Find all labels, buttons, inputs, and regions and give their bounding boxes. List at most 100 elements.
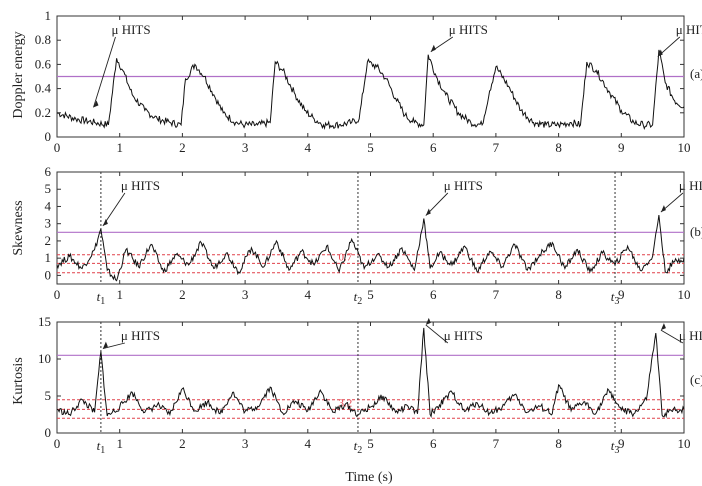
x-tick-label: 7 bbox=[493, 140, 500, 155]
x-tick-label: 8 bbox=[555, 436, 562, 451]
annotation-arrow bbox=[102, 342, 126, 350]
y-tick-label: 5 bbox=[45, 181, 52, 196]
panel-label-b: (b) bbox=[690, 224, 702, 239]
y-tick-label: 10 bbox=[38, 351, 51, 366]
x-tick-label: 7 bbox=[493, 436, 500, 451]
y-tick-label: 0.2 bbox=[35, 105, 51, 120]
x-tick-label: 5 bbox=[367, 436, 374, 451]
time-marker-subscript: 3 bbox=[614, 445, 619, 456]
time-marker-letter: t bbox=[354, 289, 358, 304]
time-marker-label: t1 bbox=[97, 289, 106, 307]
y-tick-label: 0.8 bbox=[35, 32, 51, 47]
y-tick-label: 0.6 bbox=[35, 56, 52, 71]
x-tick-label: 3 bbox=[242, 436, 249, 451]
annotation-label: μ HITS bbox=[121, 328, 160, 343]
x-tick-label: 6 bbox=[430, 436, 437, 451]
annotation-arrow bbox=[93, 36, 116, 108]
y-tick-label: 1 bbox=[45, 250, 52, 265]
annotation-arrow bbox=[425, 324, 449, 344]
y-tick-label: 0 bbox=[45, 129, 52, 144]
time-marker-subscript: 2 bbox=[357, 296, 362, 307]
x-tick-label: 1 bbox=[116, 287, 123, 302]
x-tick-label: 8 bbox=[555, 287, 562, 302]
x-tick-label: 2 bbox=[179, 436, 186, 451]
annotation-label: μ HITS bbox=[449, 22, 488, 37]
time-marker-subscript: 1 bbox=[100, 296, 105, 307]
x-tick-label: 0 bbox=[54, 140, 61, 155]
annotation-arrowhead bbox=[425, 208, 431, 216]
y-tick-label: 2 bbox=[45, 233, 52, 248]
y-tick-label: 15 bbox=[38, 314, 51, 329]
dashed-level-label: 0.7 bbox=[339, 251, 353, 263]
y-axis-label-kurtosis: Kurtosis bbox=[11, 357, 26, 404]
annotation-arrowhead bbox=[430, 44, 436, 52]
annotation-label: μ HITS bbox=[679, 178, 702, 193]
time-marker-label: t1 bbox=[97, 438, 106, 456]
time-marker-subscript: 2 bbox=[357, 445, 362, 456]
x-tick-label: 9 bbox=[618, 436, 625, 451]
time-marker-letter: t bbox=[611, 289, 615, 304]
time-marker-letter: t bbox=[97, 438, 101, 453]
annotation-label: μ HITS bbox=[444, 328, 483, 343]
y-tick-label: 1 bbox=[45, 8, 52, 23]
series-line bbox=[56, 327, 685, 419]
y-tick-label: 4 bbox=[45, 198, 52, 213]
x-tick-label: 2 bbox=[179, 140, 186, 155]
y-tick-label: 5 bbox=[45, 388, 52, 403]
annotation-arrowhead bbox=[102, 341, 108, 349]
x-tick-label: 0 bbox=[54, 287, 61, 302]
annotation-arrowhead bbox=[102, 218, 108, 226]
x-tick-label: 3 bbox=[242, 287, 249, 302]
time-marker-label: t3 bbox=[611, 438, 620, 456]
x-tick-label: 3 bbox=[242, 140, 249, 155]
time-marker-letter: t bbox=[97, 289, 101, 304]
annotation-arrowhead bbox=[657, 49, 663, 57]
y-tick-label: 0.4 bbox=[35, 81, 52, 96]
y-tick-label: 3 bbox=[45, 216, 52, 231]
annotation-label: μ HITS bbox=[111, 22, 150, 37]
x-tick-label: 6 bbox=[430, 287, 437, 302]
y-axis-label-skewness: Skewness bbox=[11, 200, 26, 255]
x-tick-label: 5 bbox=[367, 140, 374, 155]
panel-doppler-energy: Doppler energy (a) 0 1 2 3 4 5 6 7 8 9 10 0 0.2 0.4 0.… bbox=[11, 8, 702, 155]
x-tick-label: 1 bbox=[116, 140, 123, 155]
y-tick-label: 0 bbox=[45, 267, 52, 282]
panel-label-c: (c) bbox=[690, 372, 702, 387]
panel-skewness: Skewness (b) 01t12345t26789t31001234560.… bbox=[11, 164, 702, 307]
x-tick-label: 2 bbox=[179, 287, 186, 302]
x-tick-label: 4 bbox=[305, 287, 312, 302]
x-tick-label: 8 bbox=[555, 140, 562, 155]
series-line bbox=[56, 215, 685, 282]
annotation-label: μ HITS bbox=[676, 22, 702, 37]
x-tick-label: 1 bbox=[116, 436, 123, 451]
time-marker-letter: t bbox=[354, 438, 358, 453]
annotation-arrowhead bbox=[660, 323, 666, 331]
time-marker-label: t2 bbox=[354, 438, 363, 456]
x-tick-label: 5 bbox=[367, 287, 374, 302]
x-tick-label: 9 bbox=[618, 140, 625, 155]
annotation-arrow bbox=[660, 329, 684, 344]
time-marker-subscript: 1 bbox=[100, 445, 105, 456]
annotation-label: μ HITS bbox=[679, 328, 702, 343]
x-axis-label-time: Time (s) bbox=[345, 470, 393, 485]
x-tick-label: 10 bbox=[678, 287, 691, 302]
x-tick-label: 6 bbox=[430, 140, 437, 155]
y-tick-label: 0 bbox=[45, 425, 52, 440]
series-line bbox=[56, 49, 685, 131]
x-tick-label: 4 bbox=[305, 140, 312, 155]
annotation-arrow bbox=[102, 192, 126, 227]
annotation-arrowhead bbox=[660, 205, 666, 213]
x-tick-label: 0 bbox=[54, 436, 61, 451]
x-tick-label: 10 bbox=[678, 140, 691, 155]
y-tick-label: 6 bbox=[45, 164, 52, 179]
panel-kurtosis: Kurtosis (c) 01t12345t26789t3100510153.2… bbox=[11, 314, 702, 456]
x-tick-label: 10 bbox=[678, 436, 691, 451]
annotation-label: μ HITS bbox=[121, 178, 160, 193]
annotation-label: μ HITS bbox=[444, 178, 483, 193]
x-tick-label: 7 bbox=[493, 287, 500, 302]
x-tick-label: 4 bbox=[305, 436, 312, 451]
time-marker-label: t2 bbox=[354, 289, 363, 307]
annotation-arrowhead bbox=[425, 317, 431, 325]
annotation-arrowhead bbox=[93, 100, 99, 108]
